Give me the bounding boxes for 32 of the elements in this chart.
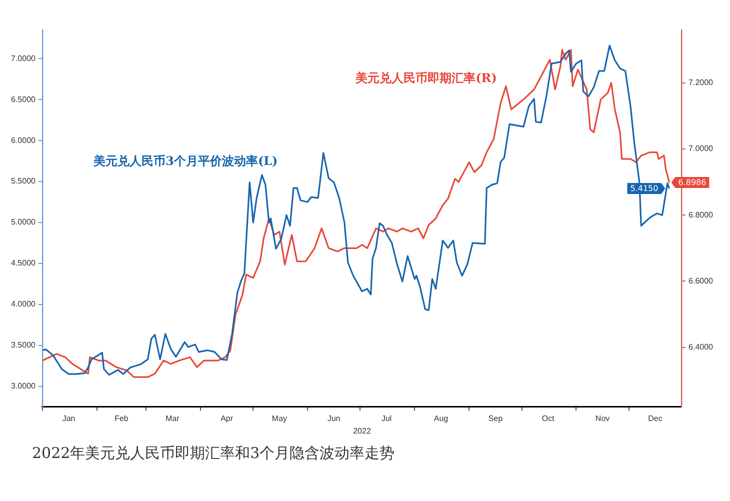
x-tick-label: Jul	[381, 414, 392, 423]
y2-tick-label: 6.4000	[688, 342, 714, 352]
x-tick-label: May	[272, 414, 288, 423]
x-tick-label: Apr	[220, 414, 234, 423]
series-label: 美元兑人民币即期汇率(R)	[354, 71, 497, 86]
y-tick-label: 7.0000	[11, 54, 36, 63]
y-tick-label: 5.0000	[11, 218, 36, 227]
x-tick-label: Mar	[165, 414, 180, 423]
y-tick-label: 6.0000	[11, 136, 36, 145]
series-label: 美元兑人民币3个月平价波动率(L)	[92, 154, 278, 168]
x-tick-label: Jan	[62, 414, 76, 423]
y2-tick-label: 6.8000	[688, 210, 714, 220]
text: 2022年美元兑人民币即期汇率和3个月隐含波动率走势	[32, 444, 395, 463]
y-tick-label: 6.5000	[11, 94, 36, 104]
x-tick-label: Nov	[595, 414, 610, 423]
x-axis-title: 2022	[353, 426, 372, 436]
x-tick-label: Oct	[542, 414, 556, 423]
x-tick-label: Aug	[434, 414, 448, 423]
y2-tick-label: 6.6000	[688, 276, 714, 286]
x-tick-label: Feb	[114, 414, 129, 423]
y-tick-label: 3.5000	[11, 340, 36, 350]
y2-tick-label: 7.2000	[688, 78, 714, 88]
x-tick-label: Dec	[648, 414, 662, 423]
y-tick-label: 3.0000	[11, 382, 36, 391]
x-tick-label: Jun	[327, 414, 340, 423]
x-tick-label: Sep	[488, 414, 504, 423]
y2-tick-label: 7.0000	[688, 144, 714, 154]
y-tick-label: 4.5000	[11, 258, 36, 268]
y-tick-label: 5.5000	[11, 176, 36, 186]
y-tick-label: 4.0000	[11, 300, 36, 309]
data-label: 6.8986	[678, 178, 706, 188]
data-label: 5.4150	[630, 184, 658, 194]
